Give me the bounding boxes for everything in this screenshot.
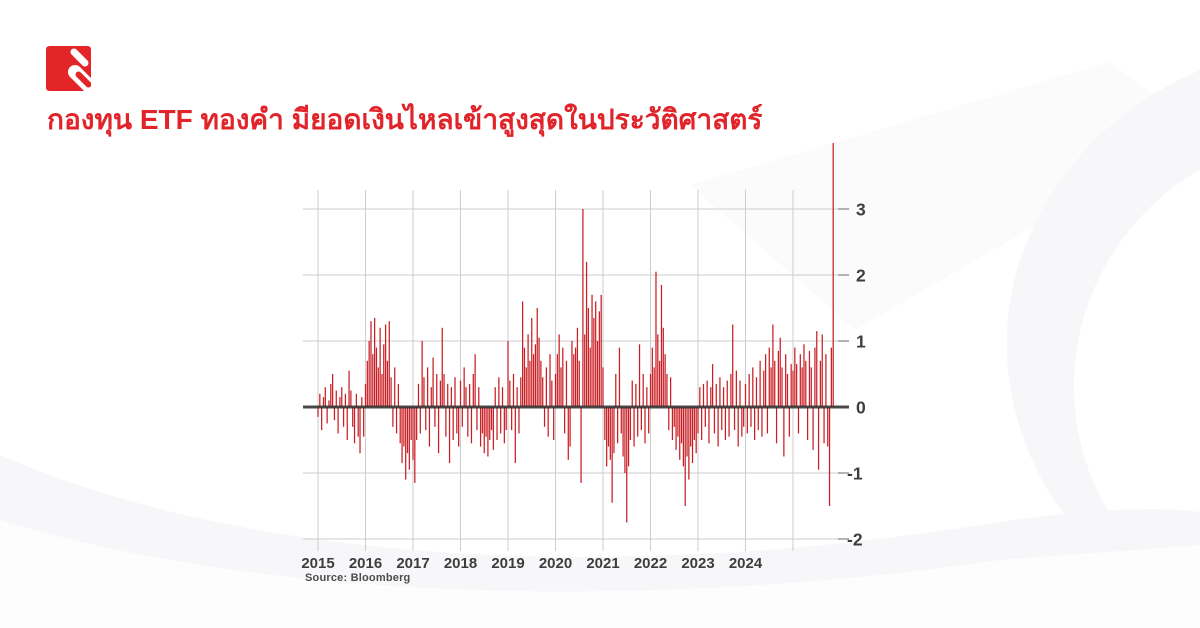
decor-curve-bottom-inner — [0, 520, 1200, 628]
svg-text:-2: -2 — [847, 530, 863, 550]
svg-text:2: 2 — [856, 266, 866, 286]
svg-text:2019: 2019 — [491, 555, 524, 572]
decor-curve-right-inner — [1073, 170, 1200, 585]
svg-text:2015: 2015 — [301, 555, 334, 572]
svg-text:2018: 2018 — [444, 555, 477, 572]
svg-text:2022: 2022 — [634, 555, 667, 572]
decor-quad-top — [690, 62, 1200, 330]
svg-text:2017: 2017 — [396, 555, 429, 572]
svg-text:3: 3 — [856, 200, 866, 220]
svg-text:1: 1 — [856, 332, 866, 352]
svg-text:2020: 2020 — [539, 555, 572, 572]
page-title: กองทุน ETF ทองคำ มียอดเงินไหลเข้าสูงสุดใ… — [47, 104, 763, 135]
flow-bars — [317, 143, 834, 523]
y-axis-labels: 3 2 1 0 -1 -2 — [847, 200, 866, 550]
svg-text:0: 0 — [856, 398, 866, 418]
logo-red-slash-icon — [75, 71, 91, 88]
svg-text:2023: 2023 — [681, 555, 714, 572]
svg-text:2024: 2024 — [729, 555, 763, 572]
svg-text:-1: -1 — [847, 464, 863, 484]
brand-logo — [46, 46, 91, 91]
logo-white-slash-icon — [70, 48, 89, 67]
y-axis-ticks — [838, 208, 849, 540]
x-axis-labels: 2015 2016 2017 2018 2019 2020 2021 2022 2023 2024 — [301, 555, 763, 572]
svg-text:2021: 2021 — [586, 555, 619, 572]
svg-text:2016: 2016 — [349, 555, 382, 572]
source-label: Source: Bloomberg — [305, 572, 411, 584]
